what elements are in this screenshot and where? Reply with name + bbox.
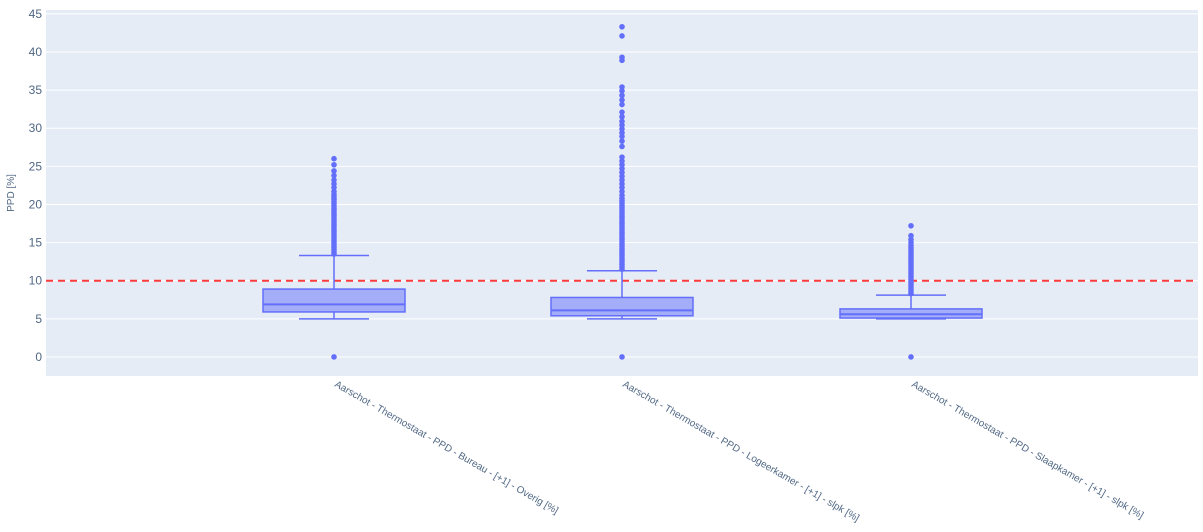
outlier-point <box>619 23 625 30</box>
outlier-point <box>619 97 625 103</box>
y-tick-label: 25 <box>29 159 43 173</box>
outlier-point <box>619 101 625 108</box>
outlier-point <box>331 354 337 360</box>
iqr-box <box>550 296 694 317</box>
y-tick-label: 30 <box>29 121 43 135</box>
outlier-point <box>908 354 914 360</box>
outlier-point <box>908 222 914 229</box>
outlier-point <box>619 143 625 150</box>
outlier-point <box>908 232 914 239</box>
x-category-labels: Aarschot - Thermostaat - PPD - Bureau - … <box>333 379 1146 524</box>
outlier-point <box>619 138 625 144</box>
box-3 <box>839 222 983 360</box>
x-category-label: Aarschot - Thermostaat - PPD - Slaapkame… <box>910 379 1146 522</box>
outlier-point <box>619 54 625 61</box>
outlier-point <box>619 354 625 360</box>
y-tick-label: 40 <box>29 45 43 59</box>
y-tick-label: 15 <box>29 236 43 250</box>
box-1 <box>262 155 406 360</box>
outlier-point <box>331 155 337 162</box>
y-tick-labels: 0 5 10 15 20 25 30 35 40 45 <box>29 7 43 364</box>
y-axis-label: PPD [%] <box>6 174 17 212</box>
box-2 <box>550 23 694 360</box>
outlier-point <box>619 154 625 160</box>
x-category-label: Aarschot - Thermostaat - PPD - Logeerkam… <box>621 379 862 524</box>
y-tick-label: 45 <box>29 7 43 21</box>
outlier-point <box>331 172 337 179</box>
outlier-point <box>619 84 625 90</box>
outlier-point <box>619 113 625 120</box>
iqr-box <box>262 288 406 313</box>
y-tick-label: 5 <box>35 312 42 326</box>
outlier-point <box>331 161 337 168</box>
outlier-point <box>619 33 625 39</box>
outlier-point <box>331 168 337 174</box>
outlier-point <box>619 109 625 115</box>
y-tick-label: 20 <box>29 197 43 211</box>
y-tick-label: 35 <box>29 83 43 97</box>
x-category-label: Aarschot - Thermostaat - PPD - Bureau - … <box>333 379 561 517</box>
outlier-point <box>619 92 625 99</box>
y-tick-label: 10 <box>29 274 43 288</box>
outlier-point <box>619 118 625 125</box>
outlier-point <box>331 177 337 183</box>
y-tick-label: 0 <box>35 350 42 364</box>
box-series <box>262 23 983 360</box>
